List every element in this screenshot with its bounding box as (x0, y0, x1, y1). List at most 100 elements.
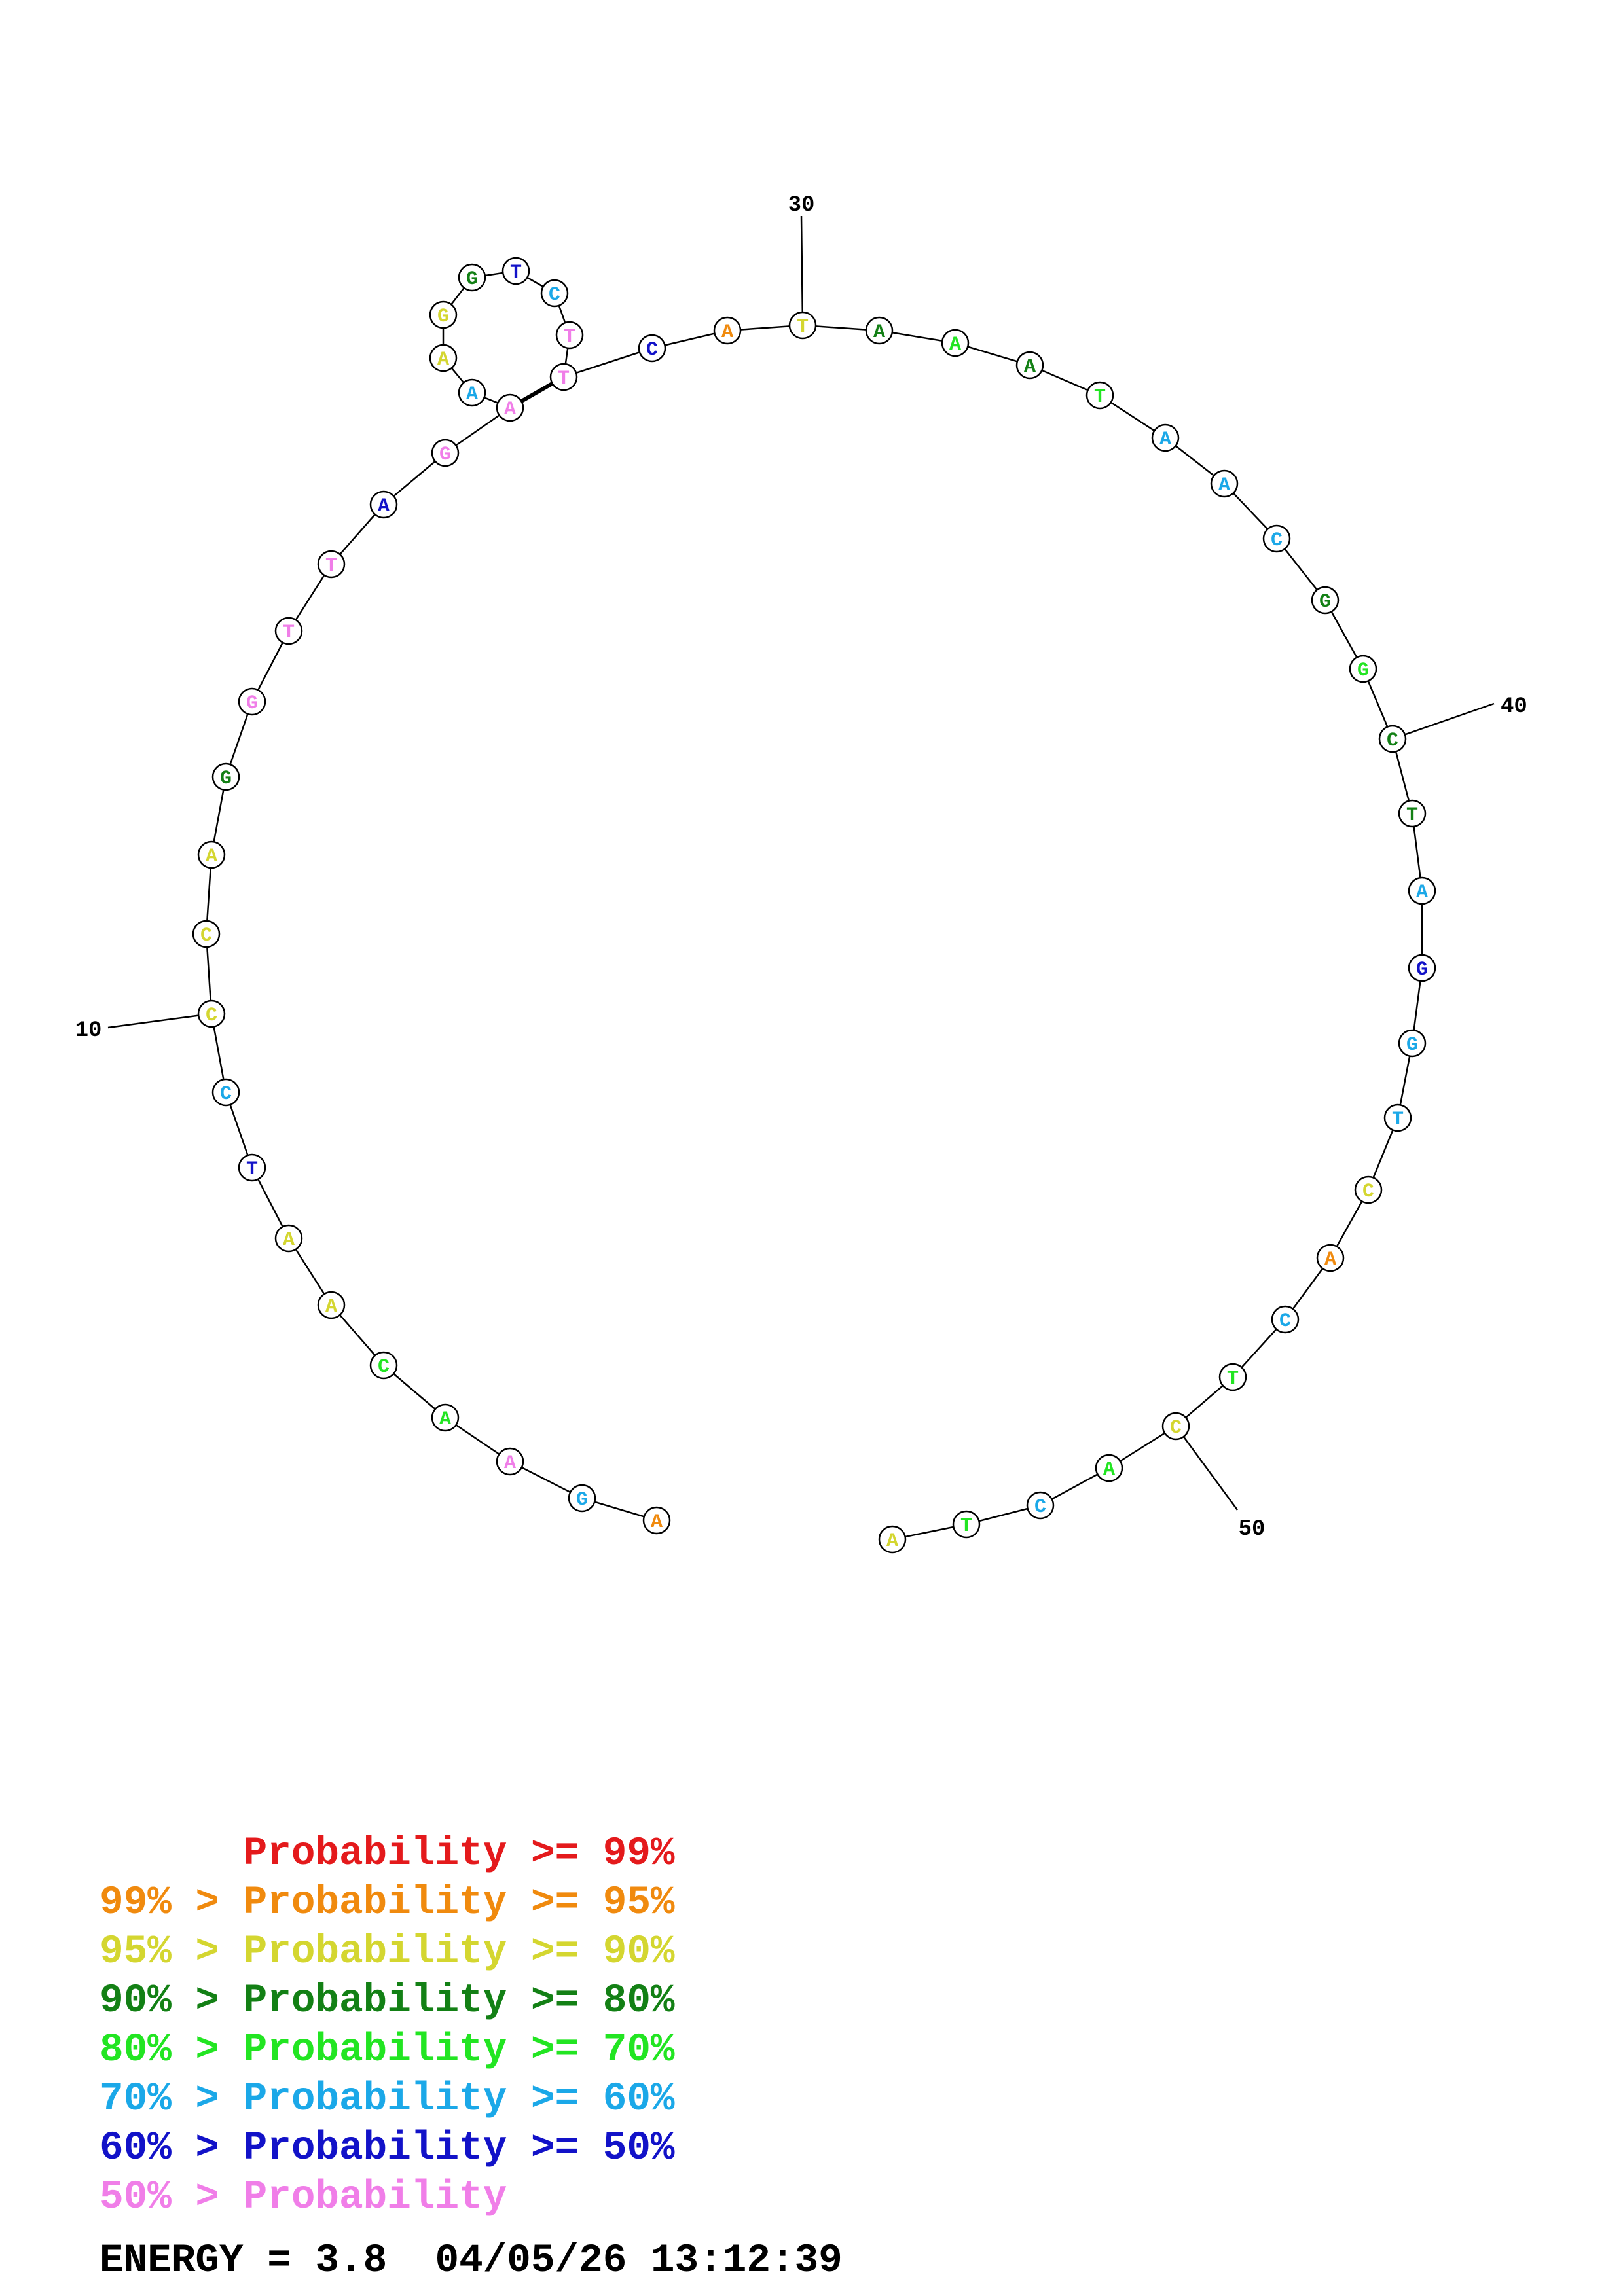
nucleotide-letter: A (1416, 882, 1428, 904)
nucleotide-letter: A (651, 1511, 663, 1534)
nucleotide-circle (555, 321, 584, 350)
nucleotide-circle (1311, 586, 1340, 615)
nucleotide-circle (568, 1484, 596, 1513)
nucleotide-circle (638, 334, 666, 363)
nucleotide-letter: A (504, 399, 516, 421)
nucleotide-circle (238, 1153, 266, 1182)
tick-line (1392, 702, 1495, 740)
nucleotide: A (1210, 469, 1239, 498)
nucleotide-circle (1095, 1454, 1123, 1482)
nucleotide-circle (431, 1403, 460, 1432)
nucleotide-letter: G (1416, 959, 1428, 981)
nucleotide: T (1383, 1103, 1412, 1132)
nucleotide-letter: G (1319, 591, 1331, 613)
nucleotide-letter: T (246, 1158, 258, 1181)
nucleotide-circle (540, 279, 569, 308)
nucleotide: A (369, 490, 398, 519)
nucleotide-letter: G (1406, 1034, 1418, 1056)
nucleotide: A (274, 1224, 303, 1253)
nucleotide: C (211, 1078, 240, 1107)
nucleotide-letter: T (283, 622, 295, 644)
nucleotide-circle (274, 617, 303, 645)
nucleotide-letter: G (220, 768, 232, 790)
tick-line (1175, 1426, 1239, 1511)
nucleotide: A (878, 1525, 907, 1554)
nucleotide: G (1408, 954, 1436, 982)
legend-line-50: 60% > Probability >= 50% (100, 2126, 675, 2171)
tick-label: 40 (1501, 694, 1527, 719)
nucleotide-letter: C (646, 339, 658, 361)
nucleotide-circle (1015, 351, 1044, 380)
nucleotide-circle (458, 263, 486, 292)
backbone-segment (563, 347, 653, 378)
nucleotide-letter: A (1103, 1459, 1115, 1481)
nucleotide-letter: A (1159, 429, 1171, 451)
nucleotide-circle (1085, 381, 1114, 410)
nucleotide-letter: A (378, 495, 390, 518)
tick-label: 30 (788, 193, 815, 218)
nucleotide-letter: G (466, 268, 478, 291)
tick-label: 50 (1239, 1517, 1266, 1542)
nucleotide-circle (496, 1447, 524, 1476)
nucleotide: A (1095, 1454, 1123, 1482)
nucleotide-circle (1026, 1491, 1055, 1520)
nucleotide: G (238, 687, 266, 716)
nucleotide-circle (274, 1224, 303, 1253)
tick-line (107, 1013, 212, 1029)
nucleotide-circle (1161, 1412, 1190, 1441)
nucleotide-letter: C (1387, 730, 1398, 752)
nucleotide-letter: T (1227, 1368, 1239, 1390)
nucleotide-letter: A (466, 384, 478, 406)
backbone-lines (205, 270, 1423, 1541)
nucleotide: A (496, 1447, 524, 1476)
nucleotide-circle (1408, 954, 1436, 982)
nucleotide: A (197, 840, 226, 869)
nucleotide: T (1218, 1363, 1247, 1391)
nucleotide-circle (1151, 423, 1180, 452)
nucleotide-circle (1383, 1103, 1412, 1132)
nucleotide: C (1161, 1412, 1190, 1441)
nucleotide: T (952, 1510, 981, 1539)
nucleotide-circle (317, 1291, 346, 1319)
nucleotide-letter: G (1357, 660, 1369, 682)
nucleotide: A (642, 1506, 671, 1535)
nucleotide-circle (788, 311, 817, 340)
nucleotide: C (1354, 1175, 1383, 1204)
nucleotide: C (540, 279, 569, 308)
nucleotide-letter: A (439, 1408, 451, 1431)
nucleotide-letter: C (1279, 1310, 1291, 1333)
nucleotide-circle (1398, 1029, 1427, 1058)
nucleotide-circle (369, 490, 398, 519)
nucleotide-letter: C (220, 1083, 232, 1105)
nucleotide-letter: A (206, 846, 217, 868)
nucleotide-letter: T (1094, 386, 1106, 408)
nucleotide-circle (865, 316, 894, 345)
nucleotide: G (568, 1484, 596, 1513)
nucleotide: T (317, 550, 346, 579)
nucleotide: A (1015, 351, 1044, 380)
nucleotide-circle (496, 393, 524, 422)
nucleotide: A (458, 378, 486, 407)
nucleotide-circle (192, 920, 221, 948)
nucleotide-letter: T (564, 326, 575, 348)
nucleotide: T (788, 311, 817, 340)
energy-and-timestamp: ENERGY = 3.8 04/05/26 13:12:39 (100, 2238, 843, 2284)
nucleotide: T (238, 1153, 266, 1182)
nucleotide-circle (1354, 1175, 1383, 1204)
nucleotide-letter: T (797, 316, 809, 338)
nucleotide-circle (197, 999, 226, 1028)
nucleotide-letter: G (576, 1489, 588, 1511)
nucleotide: A (1151, 423, 1180, 452)
nucleotide-circle (197, 840, 226, 869)
nucleotide-circle (211, 762, 240, 791)
nucleotide-letter: A (437, 349, 449, 371)
nucleotide-letter: C (200, 925, 212, 947)
nucleotide-letter: A (325, 1296, 337, 1318)
nucleotide: C (1026, 1491, 1055, 1520)
nucleotide-circle (1408, 876, 1436, 905)
nucleotide-circle (317, 550, 346, 579)
nucleotide-letter: A (504, 1452, 516, 1475)
nucleotide: T (555, 321, 584, 350)
nucleotide: T (274, 617, 303, 645)
